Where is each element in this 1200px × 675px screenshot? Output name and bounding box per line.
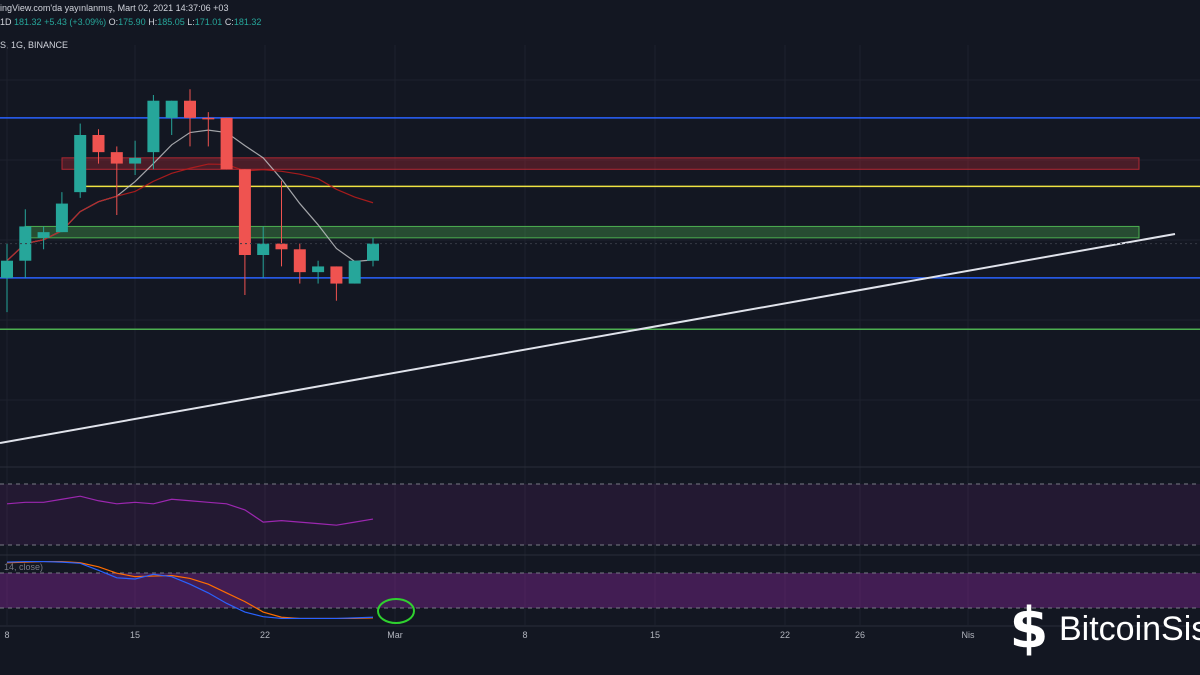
close-label: C: (224, 17, 234, 27)
candle-body (110, 152, 123, 164)
candle-body (202, 117, 215, 120)
candle-body (129, 157, 142, 164)
candle-body (312, 266, 325, 273)
high-label: H: (148, 17, 158, 27)
candle-body (367, 243, 379, 261)
candle-17 (293, 243, 306, 284)
candle-body (1, 260, 13, 278)
candle-20 (348, 260, 361, 284)
open-value: 175.90 (118, 17, 146, 27)
green-zone (24, 225, 1140, 239)
publish-info: ingView.com'da yayınlanmış, Mart 02, 202… (0, 3, 228, 13)
low-label: L: (187, 17, 195, 27)
brand-watermark: $ BitcoinSis (1005, 597, 1200, 661)
open-label: O: (108, 17, 119, 27)
candle-body (55, 203, 68, 233)
timeframe[interactable]: 1D (0, 17, 12, 27)
x-tick-label: Mar (387, 630, 403, 640)
candle-body (275, 243, 288, 250)
stochastic-label: 14, close) (4, 562, 43, 572)
high-value: 185.05 (157, 17, 185, 27)
x-tick-label: 22 (260, 630, 270, 640)
price-pane (0, 89, 1200, 444)
x-tick-label: Nis (962, 630, 975, 640)
symbol-text: S, 1G, BINANCE (0, 40, 69, 50)
trendline (0, 233, 1176, 444)
candle-body (257, 243, 270, 255)
rsi-band (0, 484, 1200, 545)
close-value: 181.32 (233, 17, 262, 27)
brand-name: BitcoinSis (1059, 609, 1200, 648)
last-price: 181.32 (14, 17, 42, 27)
candle-body (147, 100, 160, 153)
time-axis: 8 15 22 Mar 8 15 22 26 Nis (4, 630, 975, 640)
stochastic-pane (0, 560, 1200, 624)
candle-6 (92, 129, 105, 164)
publish-text: ingView.com'da yayınlanmış, Mart 02, 202… (0, 3, 229, 13)
candle-body (37, 232, 50, 238)
moving-average-slow (6, 163, 374, 262)
candle-body (184, 100, 196, 118)
candle-12 (202, 112, 215, 147)
candle-body (238, 169, 251, 255)
price-change: +5.43 (+3.09%) (44, 17, 107, 27)
candle-14 (238, 169, 251, 295)
rsi-pane (0, 483, 1200, 546)
candle-4 (55, 192, 68, 233)
highlight-circle (377, 598, 415, 624)
x-tick-label: 15 (650, 630, 660, 640)
x-tick-label: 15 (130, 630, 140, 640)
low-value: 171.01 (194, 17, 223, 27)
red-zone (61, 157, 1140, 170)
candle-body (74, 135, 87, 193)
candle-5 (74, 123, 87, 198)
candle-18 (312, 260, 325, 284)
candle-body (92, 135, 105, 153)
candle-body (348, 260, 361, 284)
x-tick-label: 8 (4, 630, 9, 640)
candle-19 (330, 266, 343, 301)
stoch-band (0, 573, 1200, 608)
candle-body (293, 249, 306, 273)
candle-7 (110, 146, 123, 215)
x-tick-label: 26 (855, 630, 865, 640)
candle-21 (367, 237, 379, 267)
candle-15 (257, 226, 270, 278)
candle-16 (275, 180, 288, 267)
candle-1 (1, 243, 13, 313)
candle-10 (165, 100, 178, 135)
candle-11 (184, 89, 196, 147)
candle-3 (37, 226, 50, 250)
candle-8 (129, 140, 142, 175)
x-tick-label: 22 (780, 630, 790, 640)
chart-header: ingView.com'da yayınlanmış, Mart 02, 202… (0, 0, 1200, 50)
symbol-info: S, 1G, BINANCE (0, 40, 68, 50)
candle-9 (147, 95, 160, 170)
candle-13 (220, 117, 233, 170)
rsi-line (6, 495, 374, 526)
bitcoin-s-logo-icon: $ (1009, 596, 1049, 661)
ohlc-line: 1D 181.32 +5.43 (+3.09%) O:175.90 H:185.… (0, 17, 261, 27)
candle-body (220, 117, 233, 170)
stoch-k-line (6, 560, 374, 620)
x-tick-label: 8 (522, 630, 527, 640)
candle-body (165, 100, 178, 118)
candle-body (330, 266, 343, 284)
chart-background-layer (0, 45, 1200, 627)
